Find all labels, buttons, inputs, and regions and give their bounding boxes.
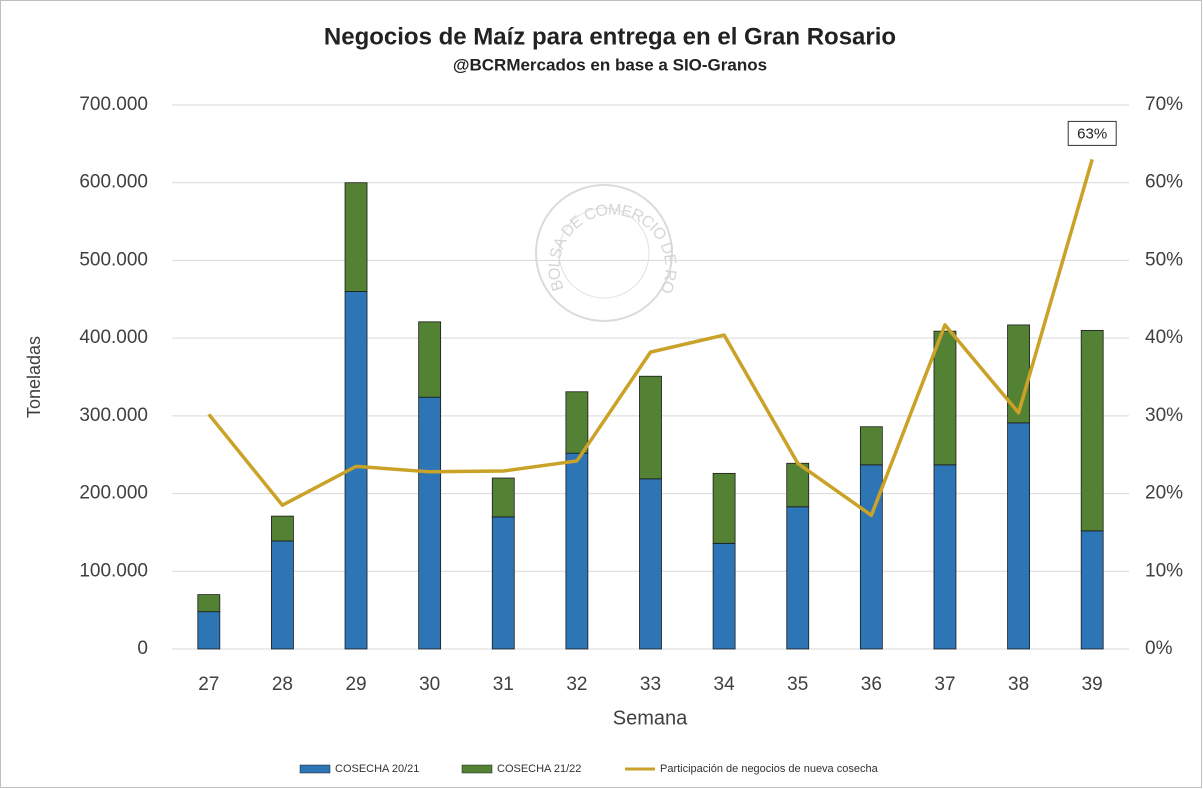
bar xyxy=(491,516,515,650)
x-tick-label: 29 xyxy=(345,674,366,695)
bar xyxy=(712,472,736,544)
legend-label: COSECHA 20/21 xyxy=(335,763,419,775)
chart-title: Negocios de Maíz para entrega en el Gran… xyxy=(324,23,896,50)
y2-tick-label: 70% xyxy=(1145,94,1183,115)
bar xyxy=(1007,422,1030,650)
x-tick-label: 27 xyxy=(198,674,219,695)
bar xyxy=(344,182,368,292)
y-tick-label: 0 xyxy=(137,638,148,659)
x-tick-label: 28 xyxy=(272,674,293,695)
chart-subtitle: @BCRMercados en base a SIO-Granos xyxy=(453,55,767,74)
y-tick-label: 400.000 xyxy=(79,327,148,348)
y2-tick-label: 30% xyxy=(1145,405,1183,426)
bar xyxy=(786,506,810,650)
line xyxy=(207,158,1094,518)
x-tick-label: 32 xyxy=(566,674,587,695)
y-tick-label: 700.000 xyxy=(79,94,148,115)
bar xyxy=(859,426,883,466)
x-tick-label: 34 xyxy=(714,674,736,695)
y-tick-label: 100.000 xyxy=(79,560,148,581)
x-tick-label: 31 xyxy=(493,674,514,695)
bar xyxy=(933,330,957,466)
y2-tick-label: 10% xyxy=(1145,560,1183,581)
bar xyxy=(197,611,221,650)
x-tick-label: 30 xyxy=(419,674,440,695)
bar xyxy=(1080,329,1104,532)
y-axis-title: Toneladas xyxy=(24,336,44,418)
bar xyxy=(271,540,294,650)
bar xyxy=(418,396,442,650)
bar xyxy=(933,464,957,650)
legend-swatch xyxy=(461,764,493,774)
y-tick-label: 300.000 xyxy=(79,405,148,426)
bar xyxy=(712,542,736,650)
legend-swatch xyxy=(299,764,331,774)
bar xyxy=(1080,530,1104,650)
y2-tick-label: 40% xyxy=(1145,327,1183,348)
y-tick-label: 600.000 xyxy=(79,172,148,193)
y2-tick-label: 50% xyxy=(1145,249,1183,270)
x-tick-label: 35 xyxy=(787,674,808,695)
bar xyxy=(565,452,589,650)
x-tick-label: 33 xyxy=(640,674,661,695)
data-label: 63% xyxy=(1077,125,1107,142)
legend-label: COSECHA 21/22 xyxy=(497,763,581,775)
bar xyxy=(639,375,662,480)
x-tick-label: 36 xyxy=(861,674,882,695)
bar xyxy=(197,594,221,613)
y2-tick-label: 60% xyxy=(1145,172,1183,193)
bar xyxy=(565,391,589,454)
bar xyxy=(491,477,515,518)
x-tick-label: 37 xyxy=(934,674,955,695)
y-tick-label: 500.000 xyxy=(79,249,148,270)
y2-tick-label: 20% xyxy=(1145,483,1183,504)
bar xyxy=(639,478,662,650)
legend-label: Participación de negocios de nueva cosec… xyxy=(660,763,879,775)
watermark-inner xyxy=(558,207,650,299)
bar xyxy=(418,321,442,398)
data-label-box xyxy=(1067,120,1117,146)
x-axis-title: Semana xyxy=(613,707,688,729)
x-tick-label: 38 xyxy=(1008,674,1029,695)
bar xyxy=(271,515,294,542)
x-tick-label: 39 xyxy=(1082,674,1103,695)
y-tick-label: 200.000 xyxy=(79,483,148,504)
watermark-ring xyxy=(535,184,673,322)
y2-tick-label: 0% xyxy=(1145,638,1173,659)
